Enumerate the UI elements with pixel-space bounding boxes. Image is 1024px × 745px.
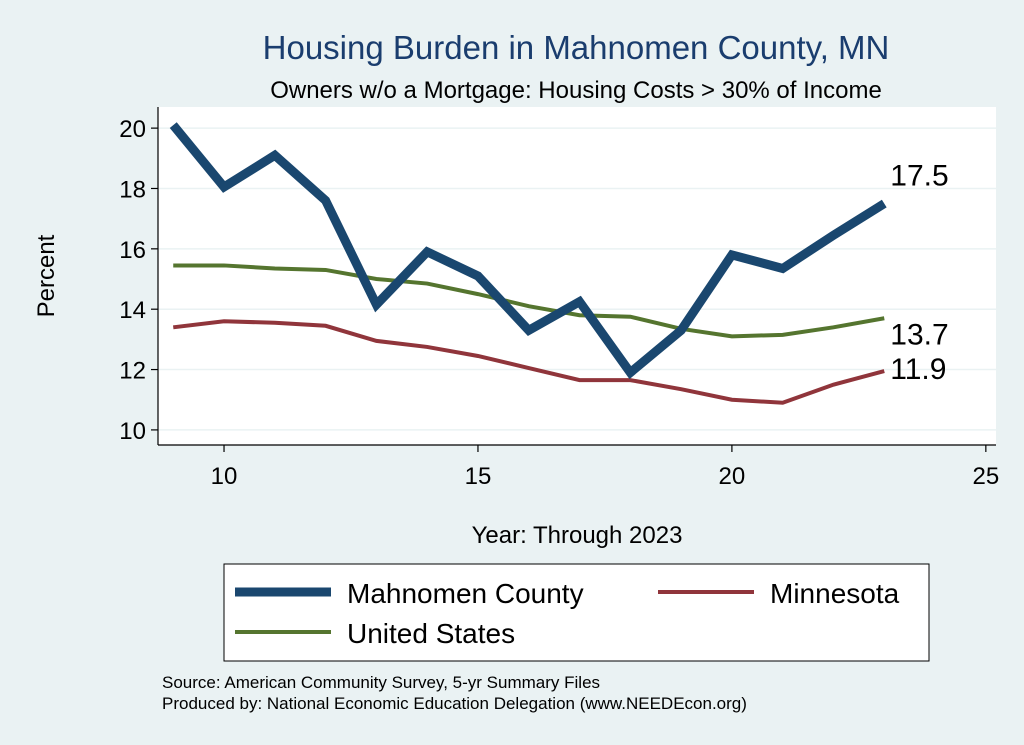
y-tick-label: 20 <box>119 116 146 143</box>
axis-ticks: 10 12 14 16 18 20 10 15 20 25 <box>119 116 999 490</box>
plot-area <box>158 107 996 445</box>
y-tick-label: 18 <box>119 176 146 203</box>
legend-box <box>223 563 930 662</box>
y-tick-label: 14 <box>119 297 146 324</box>
x-tick-label: 25 <box>972 463 999 490</box>
end-label-mahnomen-county: 17.5 <box>890 160 948 193</box>
end-label-united-states: 13.7 <box>890 318 948 351</box>
end-labels: 17.5 11.913.7 <box>890 160 948 386</box>
y-tick-label: 12 <box>119 358 146 385</box>
series-line-united-states <box>173 263 885 339</box>
y-tick-label: 10 <box>119 418 146 445</box>
x-tick-label: 15 <box>465 463 492 490</box>
series-line-minnesota <box>173 319 885 405</box>
series-lines <box>169 122 887 405</box>
end-label-minnesota: 11.9 <box>890 353 946 386</box>
x-tick-label: 10 <box>211 463 238 490</box>
x-tick-label: 20 <box>719 463 746 490</box>
chart-subtitle: Owners w/o a Mortgage: Housing Costs > 3… <box>270 77 882 104</box>
y-axis-label: Percent <box>33 234 60 317</box>
legend-label-united-states: United States <box>347 618 515 649</box>
source-note: Source: American Community Survey, 5-yr … <box>162 673 600 692</box>
legend-label-minnesota: Minnesota <box>770 578 900 609</box>
x-axis-label: Year: Through 2023 <box>472 522 683 549</box>
legend-label-mahnomen-county: Mahnomen County <box>347 578 584 609</box>
legend: Mahnomen County Minnesota United States <box>235 578 900 649</box>
grid-lines <box>158 127 996 431</box>
chart-title: Housing Burden in Mahnomen County, MN <box>263 29 890 66</box>
y-tick-label: 16 <box>119 237 146 264</box>
producer-note: Produced by: National Economic Education… <box>162 694 747 713</box>
series-line-mahnomen-county <box>169 122 887 380</box>
